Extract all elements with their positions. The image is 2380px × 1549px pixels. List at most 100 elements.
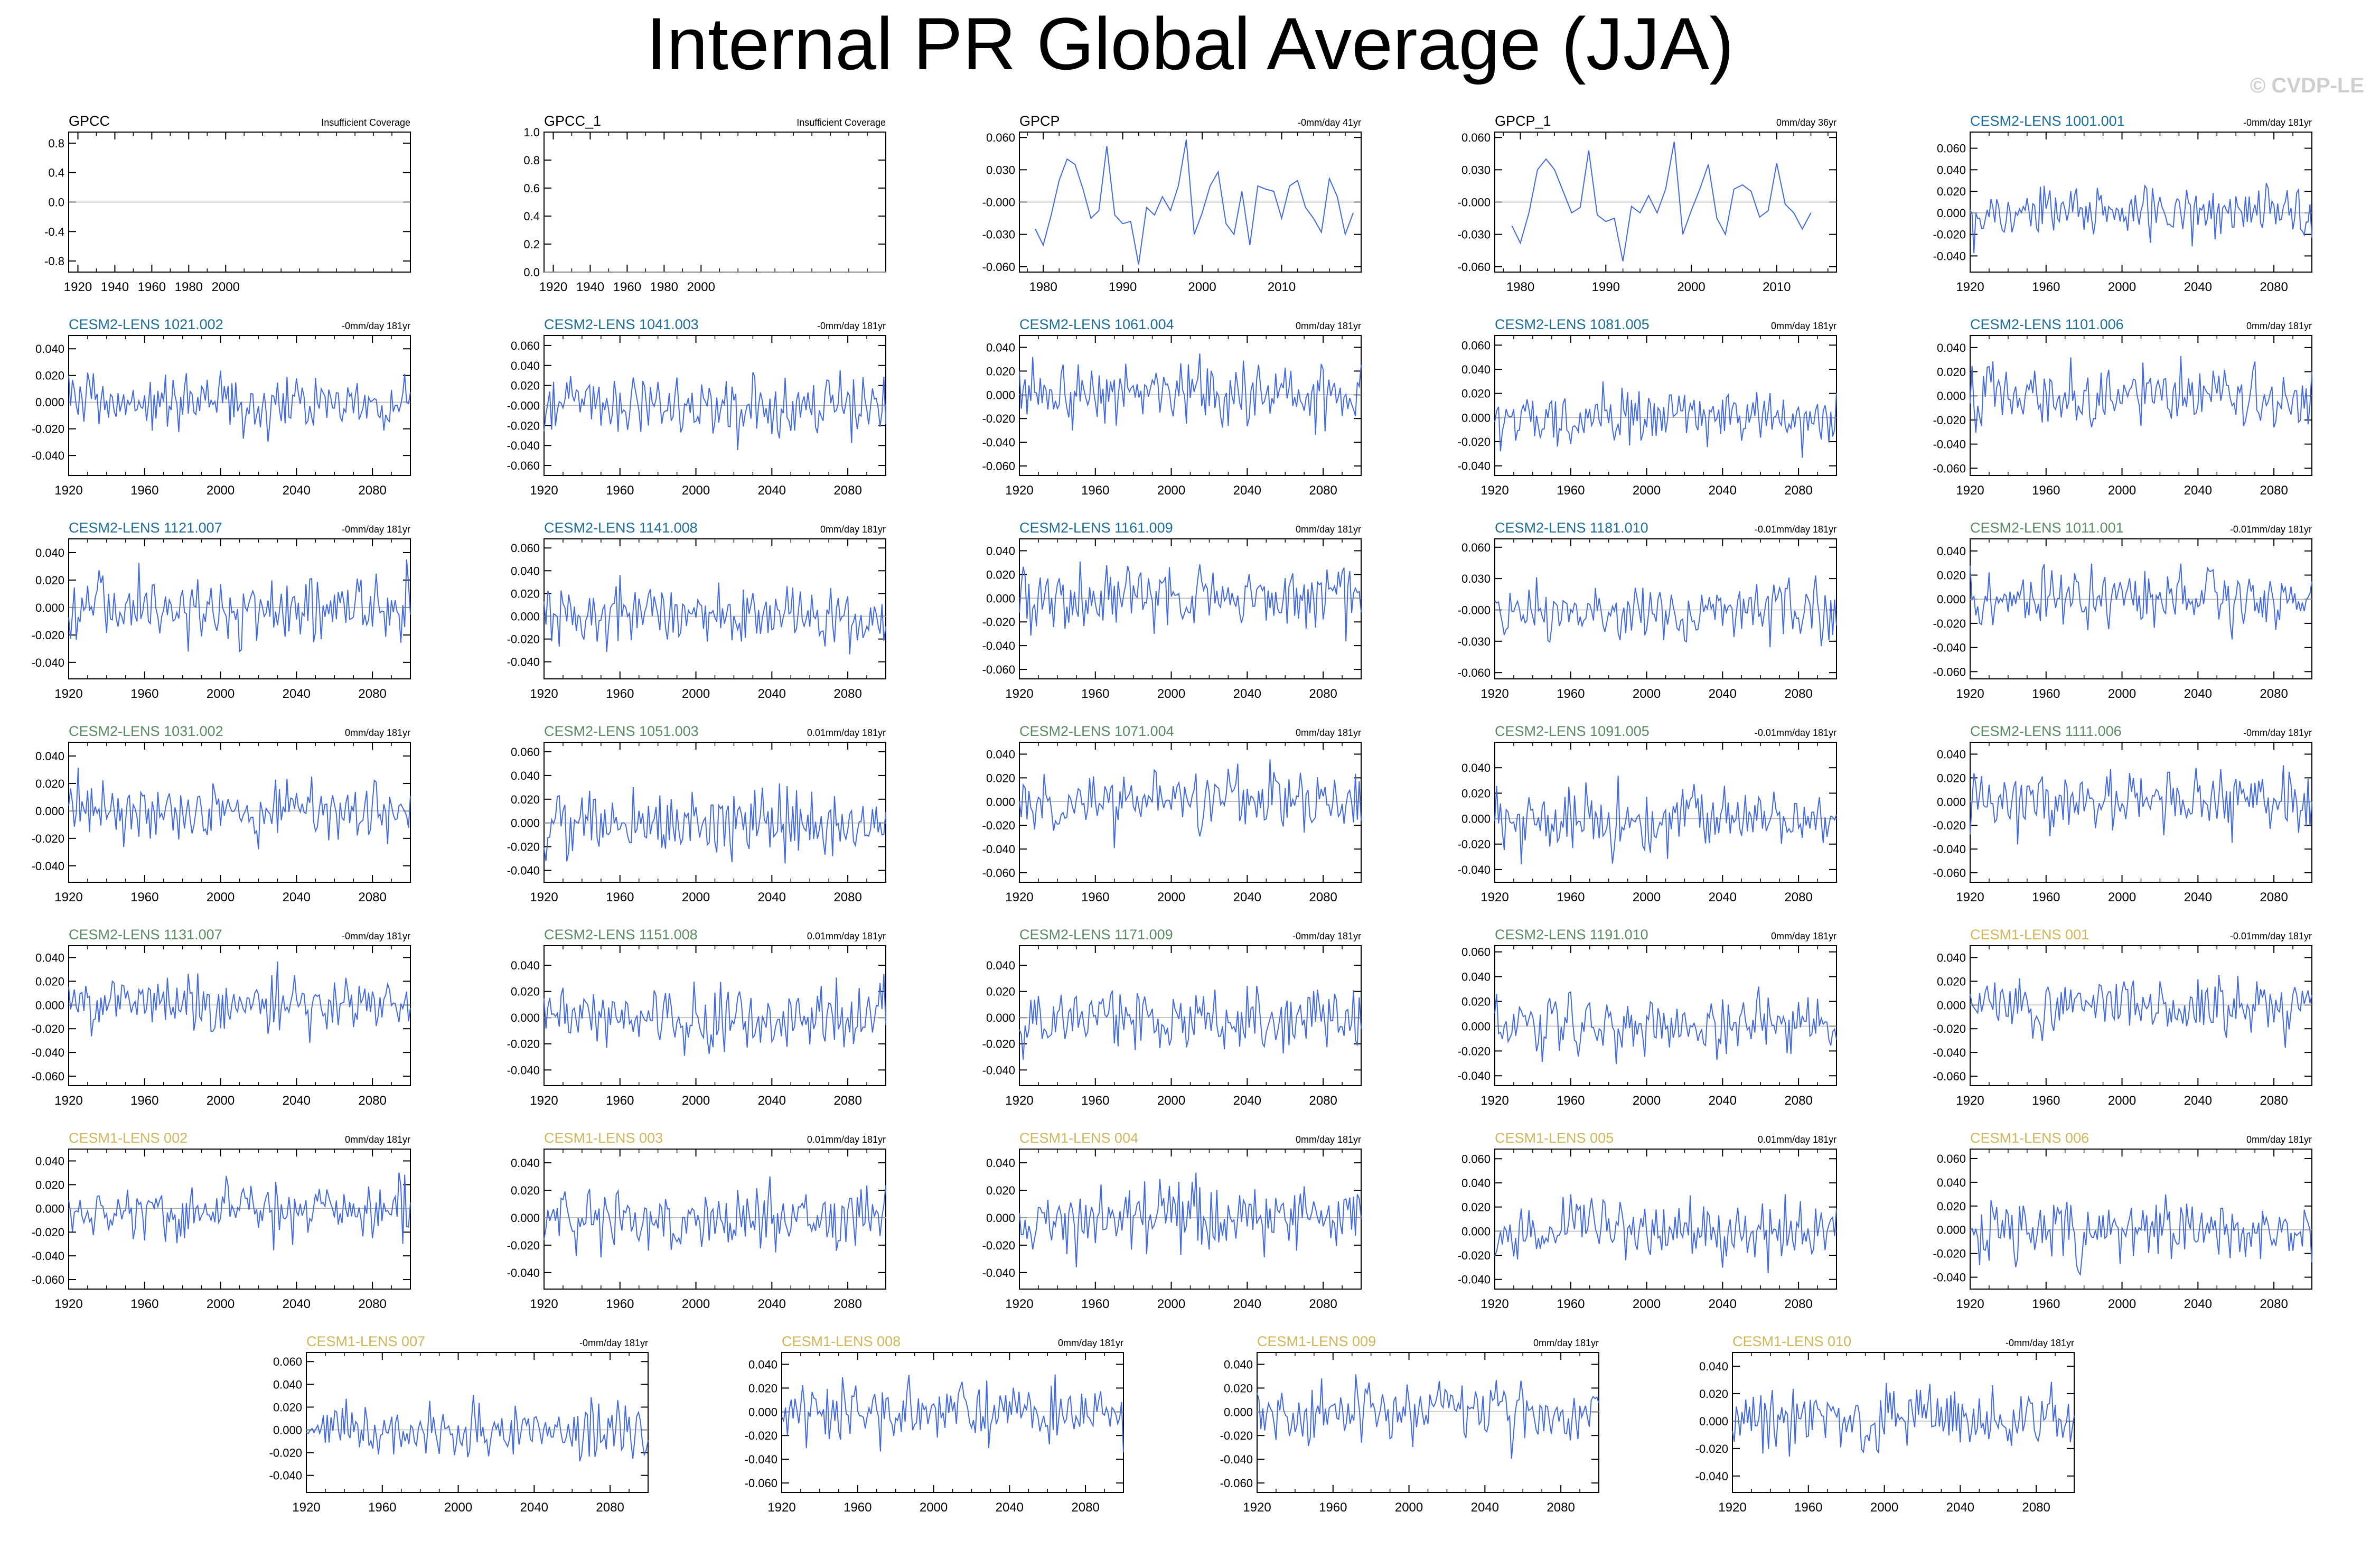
y-tick-label: 0.000 [986,1211,1015,1225]
series-line [1970,765,2312,845]
x-tick-label: 1990 [1109,280,1137,294]
trend-label: 0.01mm/day 181yr [807,931,886,941]
trend-label: -0mm/day 181yr [342,321,410,331]
plot-frame [1494,335,1837,476]
trend-label: 0mm/day 181yr [2246,1134,2312,1145]
x-tick-label: 2040 [283,1297,311,1311]
series-name-label: CESM1-LENS 002 [69,1130,188,1146]
series-line [1970,563,2312,640]
x-tick-label: 2040 [1709,1094,1737,1108]
x-tick-label: 1960 [606,483,634,498]
series-name-label: CESM2-LENS 1071.004 [1019,723,1174,739]
y-tick-label: -0.040 [1933,438,1966,451]
x-tick-label: 1960 [130,890,158,904]
x-tick-label: 2000 [2108,1094,2136,1108]
x-tick-label: 2040 [758,1297,786,1311]
y-tick-label: -0.020 [982,412,1015,425]
x-tick-label: 2080 [596,1500,624,1515]
y-tick-label: 0.000 [35,999,64,1012]
x-tick-label: 1920 [1956,483,1984,498]
figure-title: Internal PR Global Average (JJA) [646,2,1734,85]
y-tick-label: 0.020 [1937,185,1966,198]
x-tick-label: 2040 [283,890,311,904]
x-tick-label: 2000 [682,890,710,904]
y-tick-label: 0.020 [511,1184,540,1197]
y-tick-label: 0.060 [511,339,540,352]
y-tick-label: -0.020 [507,633,540,646]
trend-label: 0mm/day 181yr [820,524,886,535]
x-tick-label: 2040 [520,1500,548,1515]
series-line [1494,381,1837,458]
y-tick-label: 0.040 [986,1156,1015,1170]
series-line [781,1374,1124,1452]
y-tick-label: 0.020 [1937,771,1966,785]
y-tick-label: -0.040 [1220,1453,1253,1466]
x-tick-label: 2080 [2260,1297,2288,1311]
panel-gpcc: GPCC Insufficient Coverage 1920 1940 1960 198… [44,113,411,294]
x-tick-label: 1920 [1005,1297,1033,1311]
x-tick-label: 1960 [130,687,158,701]
x-tick-label: 1920 [1718,1500,1746,1515]
panel-cesm2-lens-1041-003: CESM2-LENS 1041.003 -0mm/day 181yr 1920 196… [507,316,886,498]
y-tick-label: 0.020 [35,1178,64,1191]
x-tick-label: 1960 [1794,1500,1822,1515]
y-tick-label: 0.040 [1461,363,1491,376]
panel-cesm2-lens-1101-006: CESM2-LENS 1101.006 0mm/day 181yr 1920 1960… [1933,316,2312,498]
series-name-label: GPCC_1 [544,113,601,129]
x-tick-label: 2000 [1157,1094,1185,1108]
x-tick-label: 1960 [613,280,641,294]
x-tick-label: 1920 [530,1094,558,1108]
series-line [1019,985,1362,1060]
y-tick-label: -0.000 [507,399,540,413]
plot-frame [68,742,411,883]
series-line [544,974,886,1056]
x-tick-label: 2040 [1233,890,1261,904]
x-tick-label: 2000 [207,483,235,498]
x-tick-label: 1960 [606,1297,634,1311]
y-tick-label: -0.020 [269,1447,302,1460]
series-line [1019,1172,1362,1267]
y-tick-label: -0.040 [1458,460,1491,473]
x-tick-label: 2080 [1309,890,1337,904]
x-tick-label: 1920 [530,890,558,904]
y-tick-label: -0.060 [1933,462,1966,475]
x-tick-label: 2000 [1157,890,1185,904]
x-tick-label: 2000 [207,1094,235,1108]
panel-cesm2-lens-1111-006: CESM2-LENS 1111.006 -0mm/day 181yr 1920 196… [1933,723,2312,904]
y-tick-label: 0.020 [1461,1201,1491,1214]
x-tick-label: 2000 [207,890,235,904]
x-tick-label: 2040 [1233,1297,1261,1311]
x-tick-label: 1960 [1319,1500,1347,1515]
x-tick-label: 2040 [1471,1500,1499,1515]
trend-label: 0mm/day 181yr [1771,321,1836,331]
panel-cesm2-lens-1191-010: CESM2-LENS 1191.010 0mm/day 181yr 1920 1960… [1458,927,1837,1108]
y-tick-label: 0.0 [523,266,540,279]
y-tick-label: 0.040 [35,342,64,356]
x-tick-label: 1980 [175,280,203,294]
series-name-label: CESM2-LENS 1001.001 [1970,113,2125,129]
x-tick-label: 1960 [2032,1297,2060,1311]
x-tick-label: 2080 [833,890,861,904]
y-tick-label: 0.040 [986,748,1015,761]
x-tick-label: 1920 [54,1297,82,1311]
y-tick-label: 0.040 [511,359,540,372]
plot-frame [68,538,411,679]
x-tick-label: 2000 [682,1094,710,1108]
x-tick-label: 1920 [1481,687,1508,701]
y-tick-label: -0.060 [1933,1070,1966,1083]
trend-label: 0mm/day 181yr [345,1134,410,1145]
x-tick-label: 2040 [1709,483,1737,498]
x-tick-label: 2000 [687,280,715,294]
y-tick-label: -0.040 [982,436,1015,449]
x-tick-label: 1920 [1481,890,1508,904]
y-tick-label: -0.020 [32,629,64,642]
panel-cesm1-lens-006: CESM1-LENS 006 0mm/day 181yr 1920 1960 2000 2… [1933,1130,2312,1311]
x-tick-label: 2040 [996,1500,1024,1515]
y-tick-label: 0.040 [986,959,1015,972]
panel-cesm2-lens-1151-008: CESM2-LENS 1151.008 0.01mm/day 181yr 1920 1… [507,927,886,1108]
series-line [1019,561,1362,642]
trend-label: -0.01mm/day 181yr [1755,524,1836,535]
y-tick-label: 0.020 [1461,787,1491,800]
x-tick-label: 2000 [2108,280,2136,294]
panel-cesm2-lens-1011-001: CESM2-LENS 1011.001 -0.01mm/day 181yr 1920… [1933,520,2312,701]
